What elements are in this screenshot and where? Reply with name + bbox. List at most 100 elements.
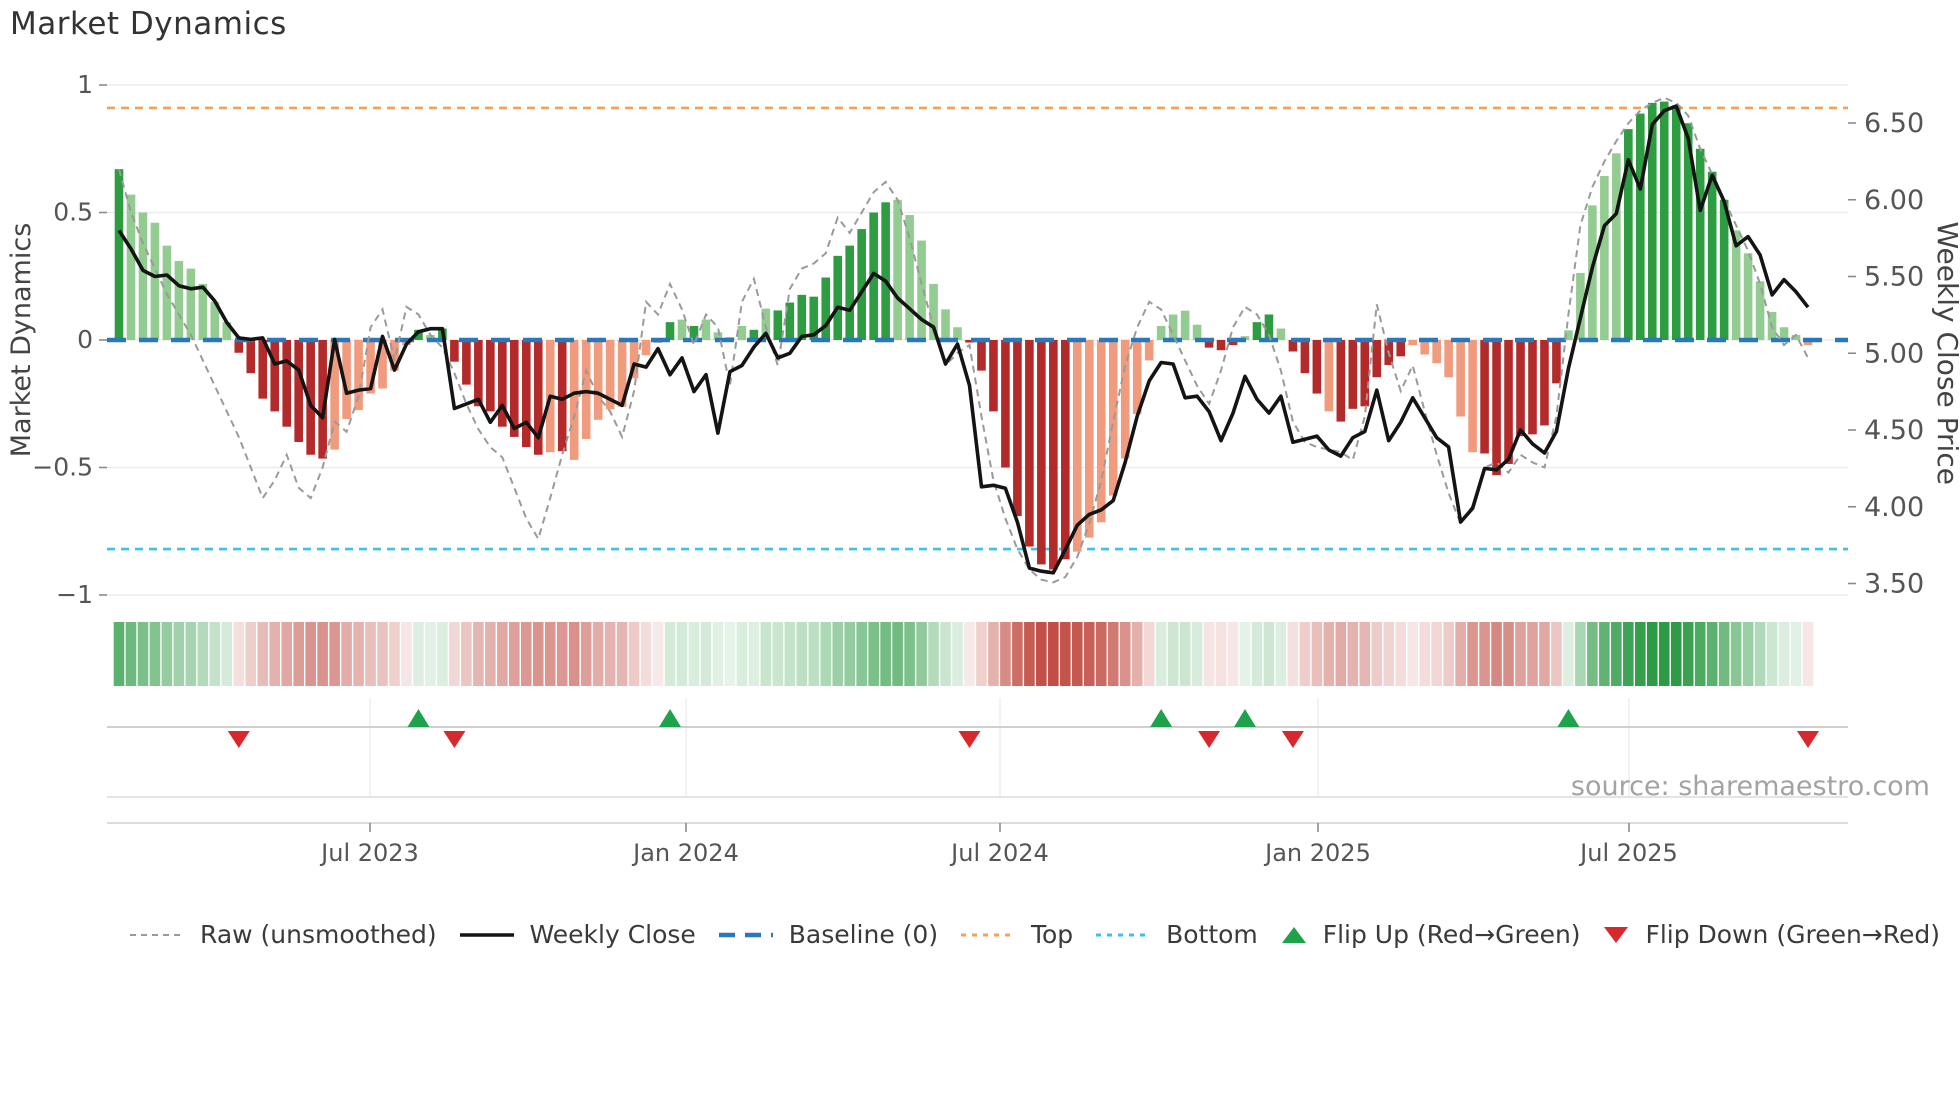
flip-up-marker — [1150, 709, 1173, 727]
heatmap-cell — [1670, 622, 1682, 686]
legend-item-green-up-triangle: Flip Up (Red→Green) — [1279, 920, 1581, 949]
oscillator-bar — [1204, 340, 1214, 348]
oscillator-bar — [1049, 340, 1058, 570]
heatmap-cell — [1587, 622, 1598, 686]
heatmap-cell — [233, 622, 245, 686]
oscillator-bar — [833, 255, 843, 340]
heatmap-cell — [1431, 622, 1442, 686]
heatmap-cell — [880, 622, 891, 686]
heatmap-cell — [1790, 622, 1802, 686]
oscillator-bar — [1144, 340, 1154, 361]
heatmap-cell — [1215, 622, 1227, 686]
legend-label: Flip Down (Green→Red) — [1645, 920, 1940, 949]
raw-line — [118, 96, 1809, 584]
oscillator-bar — [1480, 340, 1489, 454]
heatmap-cell — [772, 622, 784, 686]
oscillator-bar — [1803, 340, 1813, 346]
oscillator-bar — [210, 301, 220, 340]
flip-down-marker — [1281, 731, 1304, 748]
heatmap-cell — [389, 622, 400, 686]
heatmap-cell — [149, 622, 161, 686]
oscillator-bar — [234, 340, 244, 353]
oscillator-bar — [845, 245, 855, 340]
heatmap-cell — [1048, 622, 1059, 686]
oscillator-bar — [198, 283, 208, 340]
flip-up-marker — [1234, 709, 1256, 727]
legend-item-dashed-blue-line: Baseline (0) — [717, 920, 938, 949]
oscillator-bar — [498, 340, 507, 427]
legend-label: Flip Up (Red→Green) — [1322, 920, 1581, 949]
heatmap-cell — [1203, 622, 1215, 686]
heatmap-cell — [1634, 622, 1646, 686]
heatmap-cell — [556, 622, 568, 686]
oscillator-bar — [426, 334, 435, 340]
left-tick-label: −1 — [56, 580, 93, 609]
heatmap-cell — [976, 622, 987, 686]
heatmap-cell — [281, 622, 293, 686]
oscillator-bar — [893, 199, 902, 340]
oscillator-bar — [1084, 340, 1094, 538]
heatmap-cell — [197, 622, 209, 686]
oscillator-bar — [953, 327, 962, 340]
left-axis-label: Market Dynamics — [6, 223, 37, 458]
oscillator-bar — [965, 340, 974, 343]
flip-up-marker — [1557, 709, 1580, 727]
oscillator-bars — [114, 101, 1813, 570]
heatmap-cell — [892, 622, 903, 686]
legend-item-dotted-cyan-line: Bottom — [1094, 920, 1258, 949]
date-axis: Jul 2023 Jan 2024 Jul 2024 Jan 2025 Jul 2025 — [107, 822, 1848, 867]
heatmap-cell — [592, 622, 604, 686]
oscillator-bar — [1600, 176, 1609, 340]
legend-item-dotted-orange-line: Top — [959, 920, 1073, 949]
heatmap-cell — [1119, 622, 1131, 686]
heatmap-cell — [808, 622, 820, 686]
oscillator-bar — [1707, 171, 1717, 340]
oscillator-bar — [917, 240, 926, 340]
raw-series — [118, 96, 1809, 584]
oscillator-bar — [1228, 340, 1238, 346]
oscillator-bar — [521, 340, 531, 448]
oscillator-bar — [342, 340, 351, 420]
oscillator-bar — [318, 340, 327, 459]
oscillator-bar — [450, 340, 459, 362]
oscillator-bar — [462, 340, 471, 385]
oscillator-bar — [186, 268, 196, 340]
heatmap-cell — [952, 622, 963, 686]
oscillator-bar — [713, 332, 723, 340]
green-up-triangle — [1281, 926, 1306, 943]
heatmap-cell — [940, 622, 951, 686]
oscillator-bar — [557, 340, 567, 452]
oscillator-bar — [354, 340, 363, 411]
legend-label: Weekly Close — [529, 920, 696, 949]
oscillator-bar — [1348, 340, 1358, 409]
left-tick-label: 1 — [77, 70, 93, 99]
oscillator-bar — [366, 340, 375, 394]
heatmap-cell — [1227, 622, 1239, 686]
heatmap-cell — [544, 622, 556, 686]
heatmap-cell — [1251, 622, 1263, 686]
legend-item-dashed-gray-line: Raw (unsmoothed) — [128, 920, 437, 949]
right-tick-label: 4.00 — [1864, 492, 1924, 523]
heatmap-cell — [473, 622, 484, 686]
heatmap-cell — [904, 622, 915, 686]
heatmap-cell — [1275, 622, 1287, 686]
oscillator-bar — [881, 202, 890, 340]
oscillator-bar — [1743, 253, 1753, 340]
heatmap-cell — [820, 622, 832, 686]
heatmap-cell — [1107, 622, 1119, 686]
oscillator-bar — [270, 340, 280, 412]
heatmap-cell — [796, 622, 808, 686]
oscillator-bar — [1420, 340, 1429, 355]
heatmap-strip — [113, 622, 1814, 686]
heatmap-cell — [1131, 622, 1143, 686]
left-tick-label: 0 — [77, 325, 93, 354]
heatmap-cell — [784, 622, 796, 686]
oscillator-bar — [1456, 340, 1465, 417]
right-tick-label: 6.50 — [1864, 108, 1924, 139]
heatmap-cell — [185, 622, 197, 686]
oscillator-bar — [593, 340, 603, 420]
oscillator-bar — [1731, 230, 1741, 340]
heatmap-cell — [125, 622, 137, 686]
oscillator-bar — [569, 340, 579, 460]
oscillator-bar — [989, 340, 998, 412]
